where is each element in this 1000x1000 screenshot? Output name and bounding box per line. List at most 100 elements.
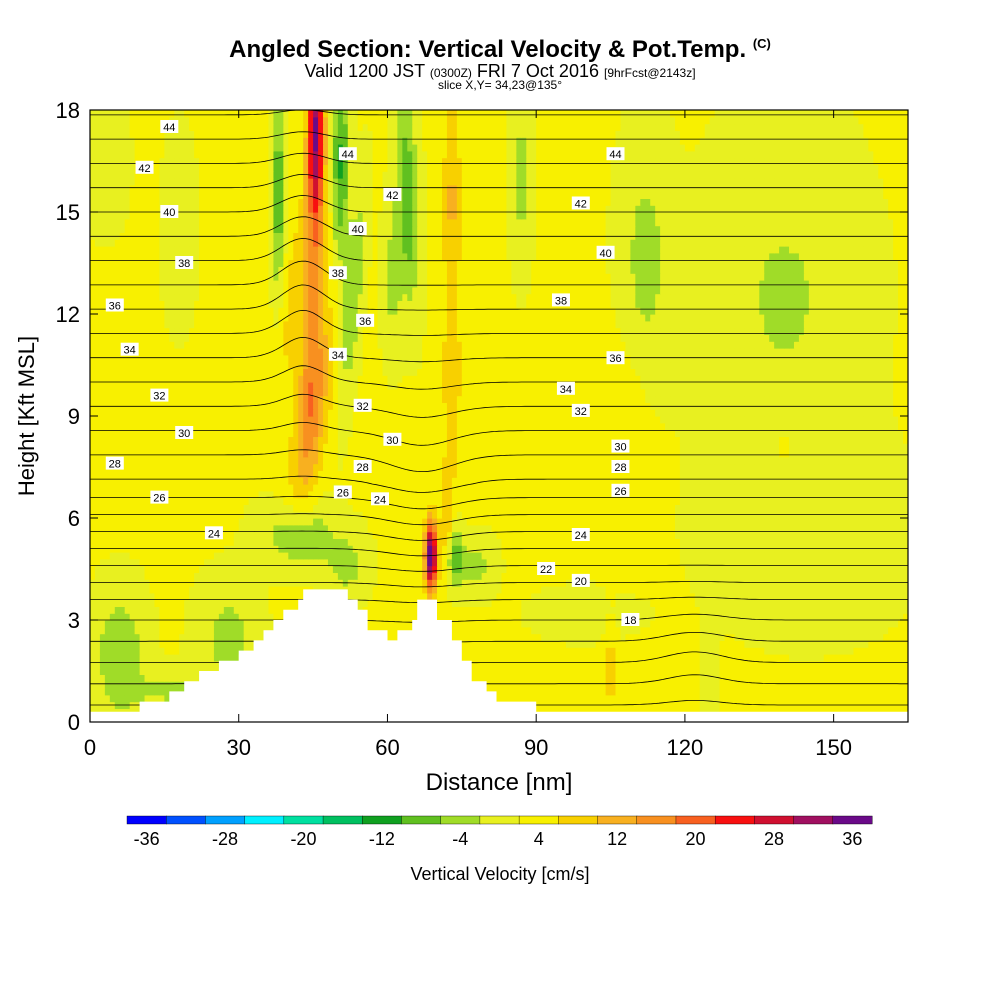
velocity-cell (496, 606, 503, 614)
velocity-cell (848, 674, 855, 682)
velocity-cell (560, 667, 567, 675)
velocity-cell (228, 633, 235, 641)
velocity-cell (99, 681, 106, 689)
velocity-cell (154, 667, 161, 675)
velocity-cell (858, 674, 864, 682)
velocity-cell (873, 524, 879, 533)
velocity-cell (709, 688, 716, 696)
velocity-cell (779, 565, 785, 573)
velocity-cell (189, 654, 195, 662)
velocity-cell (828, 688, 835, 696)
velocity-cell (218, 538, 225, 546)
velocity-cell (551, 694, 557, 703)
velocity-cell (590, 620, 597, 628)
velocity-cell (878, 681, 884, 689)
velocity-cell (501, 647, 508, 655)
velocity-cell (779, 620, 785, 628)
velocity-cell (769, 552, 775, 560)
velocity-cell (813, 660, 820, 669)
velocity-cell (888, 531, 894, 539)
velocity-cell (660, 681, 666, 689)
velocity-cell (164, 640, 170, 648)
velocity-cell (595, 640, 602, 648)
velocity-cell (481, 586, 488, 594)
velocity-cell (704, 633, 711, 641)
velocity-cell (734, 579, 741, 587)
velocity-cell (679, 586, 686, 594)
velocity-cell (352, 552, 359, 560)
velocity-cell (164, 654, 170, 662)
velocity-cell (94, 524, 101, 533)
velocity-cell (412, 613, 418, 621)
velocity-cell (243, 606, 250, 614)
velocity-cell (660, 599, 666, 607)
velocity-cell (263, 620, 270, 628)
velocity-cell (486, 538, 493, 546)
velocity-cell (838, 518, 845, 526)
velocity-cell (189, 552, 195, 560)
velocity-cell (838, 681, 845, 689)
velocity-cell (833, 613, 840, 621)
velocity-cell (793, 531, 800, 539)
velocity-cell (362, 524, 369, 533)
velocity-cell (625, 518, 631, 526)
velocity-cell (213, 518, 220, 526)
velocity-cell (496, 524, 503, 533)
velocity-cell (674, 565, 681, 573)
velocity-cell (154, 620, 161, 628)
velocity-cell (288, 518, 294, 526)
velocity-cell (610, 572, 617, 580)
velocity-cell (253, 599, 260, 607)
velocity-cell (759, 647, 765, 655)
velocity-cell (610, 667, 617, 675)
velocity-cell (129, 538, 136, 546)
velocity-cell (179, 524, 185, 533)
velocity-cell (114, 558, 121, 567)
velocity-cell (139, 667, 146, 675)
velocity-cell (159, 524, 165, 533)
velocity-cell (655, 565, 661, 573)
velocity-cell (159, 647, 165, 655)
velocity-cell (798, 667, 805, 675)
velocity-cell (774, 626, 780, 635)
velocity-cell (665, 688, 671, 696)
velocity-cell (670, 613, 676, 621)
velocity-cell (674, 586, 681, 594)
velocity-cell (808, 552, 815, 560)
velocity-cell (893, 538, 899, 546)
velocity-cell (719, 538, 726, 546)
velocity-cell (704, 654, 711, 662)
velocity-cell (437, 579, 443, 587)
velocity-cell (194, 654, 200, 662)
velocity-cell (670, 674, 676, 682)
velocity-cell (670, 660, 676, 669)
velocity-cell (595, 654, 602, 662)
velocity-cell (387, 613, 394, 621)
velocity-cell (481, 620, 488, 628)
velocity-cell (412, 565, 418, 573)
velocity-cell (233, 633, 240, 641)
velocity-cell (749, 613, 755, 621)
velocity-cell (446, 538, 453, 546)
velocity-cell (228, 558, 235, 567)
velocity-cell (179, 531, 185, 539)
velocity-cell (813, 565, 820, 573)
velocity-cell (868, 518, 874, 526)
velocity-cell (248, 620, 255, 628)
velocity-cell (684, 626, 691, 635)
velocity-cell (104, 606, 111, 614)
velocity-cell (585, 674, 592, 682)
velocity-cell (630, 572, 636, 580)
velocity-cell (382, 565, 389, 573)
velocity-cell (600, 592, 607, 601)
velocity-cell (461, 538, 468, 546)
velocity-cell (764, 640, 770, 648)
velocity-cell (803, 518, 810, 526)
velocity-cell (273, 545, 279, 553)
velocity-cell (734, 524, 741, 533)
velocity-cell (119, 674, 126, 682)
velocity-cell (714, 647, 721, 655)
velocity-cell (476, 586, 483, 594)
velocity-cell (461, 647, 468, 655)
velocity-cell (853, 667, 860, 675)
